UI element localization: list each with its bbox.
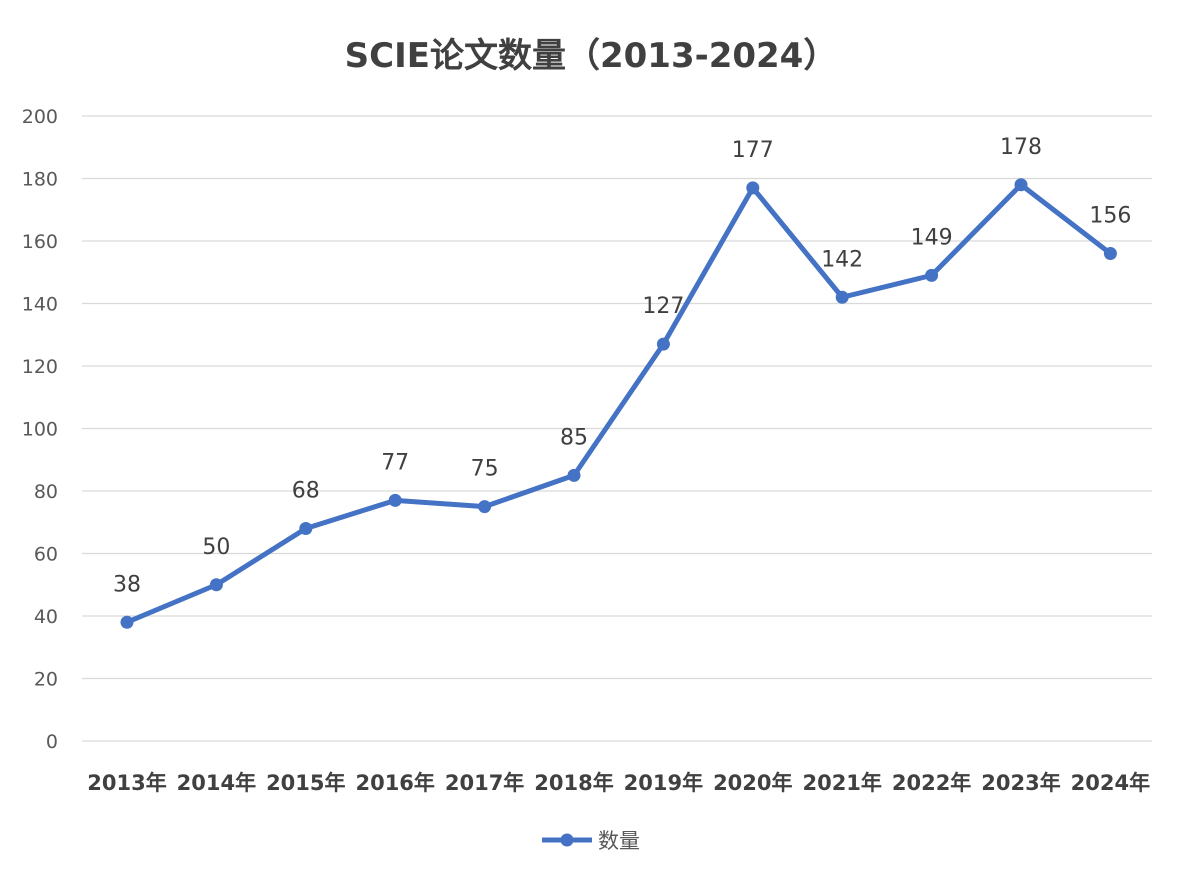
x-tick-label: 2018年	[534, 771, 613, 795]
data-point	[925, 268, 939, 282]
x-tick-label: 2014年	[177, 771, 256, 795]
data-label: 85	[560, 425, 588, 450]
data-label: 75	[471, 457, 499, 482]
data-point	[656, 337, 670, 351]
data-label: 177	[732, 138, 774, 163]
y-tick-label: 160	[22, 231, 58, 253]
y-tick-label: 40	[34, 606, 58, 628]
x-tick-label: 2024年	[1071, 771, 1150, 795]
x-tick-label: 2013年	[87, 771, 166, 795]
legend-label: 数量	[598, 829, 640, 853]
x-tick-label: 2023年	[981, 771, 1060, 795]
data-label: 50	[202, 535, 230, 560]
data-point	[299, 522, 313, 535]
data-label: 38	[113, 572, 141, 597]
data-label: 156	[1089, 204, 1131, 229]
y-tick-label: 0	[46, 731, 58, 753]
data-point	[1103, 247, 1117, 260]
y-tick-label: 20	[34, 669, 58, 691]
x-tick-label: 2017年	[445, 771, 524, 795]
y-tick-label: 120	[22, 356, 58, 378]
data-label: 127	[642, 294, 684, 319]
y-tick-label: 60	[34, 544, 58, 566]
data-point	[835, 290, 849, 304]
x-tick-label: 2020年	[713, 771, 792, 795]
x-tick-label: 2016年	[355, 771, 434, 795]
data-label: 178	[1000, 135, 1042, 160]
data-point	[746, 181, 760, 195]
data-point	[478, 500, 492, 514]
data-point	[120, 615, 134, 629]
legend-marker	[560, 833, 574, 847]
data-point	[209, 578, 223, 592]
data-label: 149	[911, 225, 953, 250]
x-tick-label: 2019年	[624, 771, 703, 795]
chart-title: SCIE论文数量（2013-2024）	[344, 36, 838, 76]
data-label: 68	[292, 479, 320, 504]
x-tick-label: 2015年	[266, 771, 345, 795]
data-point	[1014, 178, 1028, 192]
data-label: 142	[821, 247, 863, 272]
y-tick-label: 180	[22, 169, 58, 191]
y-tick-label: 100	[22, 419, 58, 441]
series-line-0	[124, 182, 1113, 625]
x-tick-label: 2021年	[802, 771, 881, 795]
data-label: 77	[381, 450, 409, 475]
x-tick-label: 2022年	[892, 771, 971, 795]
y-tick-label: 140	[22, 294, 58, 316]
data-point	[388, 493, 402, 507]
y-tick-label: 200	[22, 106, 58, 128]
data-point	[567, 468, 581, 482]
y-tick-label: 80	[34, 481, 58, 503]
